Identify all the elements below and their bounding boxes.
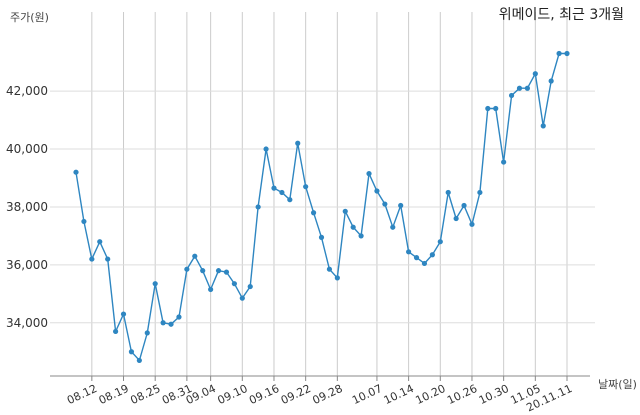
x-tick-label: 09.22 [279,382,313,407]
data-point [437,239,443,245]
y-tick-label: 36,000 [6,258,48,272]
data-point [303,184,309,190]
data-point [160,320,166,326]
data-point [128,349,135,355]
data-point [350,224,356,230]
y-axis-label: 주가(원) [10,11,49,24]
data-point [215,268,222,274]
data-point [366,171,372,177]
data-point [192,253,198,259]
data-point [524,85,531,91]
y-axis-ticks: 34,000 36,000 38,000 40,000 42,000 [6,84,48,330]
data-point [445,189,451,196]
chart-title: 위메이드, 최근 3개월 [499,7,624,23]
data-point [485,105,491,112]
data-point [271,185,277,191]
x-tick-label: 10.14 [382,382,416,407]
data-point [73,169,79,175]
data-point [231,281,237,287]
data-point [469,221,475,227]
data-point [239,295,245,301]
data-point [342,208,348,214]
data-point [200,268,206,274]
data-point [508,92,515,99]
x-axis-ticks: 08.1208.1908.2508.3109.0409.1009.1609.22… [65,376,574,414]
data-point [263,146,269,152]
horizontal-gridlines [50,90,595,324]
data-point [556,50,562,57]
data-point [453,215,459,222]
data-point [477,189,483,196]
x-tick-label: 08.12 [65,382,99,407]
data-point [390,224,396,230]
data-point [255,204,261,210]
data-point [564,50,570,57]
data-point [89,256,95,262]
x-tick-label: 10.26 [445,382,479,407]
data-point [310,210,317,216]
data-point [501,159,507,165]
data-point [81,218,87,225]
data-point [112,328,119,335]
data-point [97,239,103,245]
data-point [382,201,388,207]
data-point [334,275,340,281]
data-point [493,105,499,112]
y-tick-label: 38,000 [6,200,48,214]
data-point [295,140,301,146]
data-point [136,357,142,364]
data-point [144,330,150,336]
data-point [429,252,435,258]
data-point [105,256,111,262]
data-point [532,71,538,77]
data-point [318,234,325,240]
data-point [176,314,182,320]
x-tick-label: 10.30 [477,382,511,407]
data-point [421,260,428,267]
data-point [247,283,253,290]
data-point [540,123,546,129]
data-point [184,266,190,272]
data-point [223,269,230,275]
data-point [406,249,412,255]
data-point [168,321,174,327]
y-tick-label: 42,000 [6,84,48,98]
x-tick-label: 09.28 [311,382,345,407]
x-axis-label: 날짜(일) [598,377,637,391]
data-point [120,311,127,317]
x-tick-label: 09.10 [216,382,250,407]
data-point [398,202,404,209]
data-point [516,85,523,91]
data-point [548,78,554,84]
data-point [326,266,333,272]
data-point [413,255,420,261]
data-point [152,281,158,287]
x-tick-label: 08.19 [97,382,131,407]
data-point [461,202,467,209]
data-point [208,286,214,293]
x-tick-label: 08.25 [128,382,162,407]
x-tick-label: 10.07 [350,382,384,407]
data-point [279,189,285,196]
data-point [358,233,364,239]
data-point [374,188,380,194]
x-tick-label: 10.20 [414,382,448,407]
price-series-points [73,50,570,364]
vertical-gridlines [91,12,568,376]
x-tick-label: 09.16 [247,382,281,407]
y-tick-label: 40,000 [6,142,48,156]
data-point [287,197,293,203]
y-tick-label: 34,000 [6,316,48,330]
